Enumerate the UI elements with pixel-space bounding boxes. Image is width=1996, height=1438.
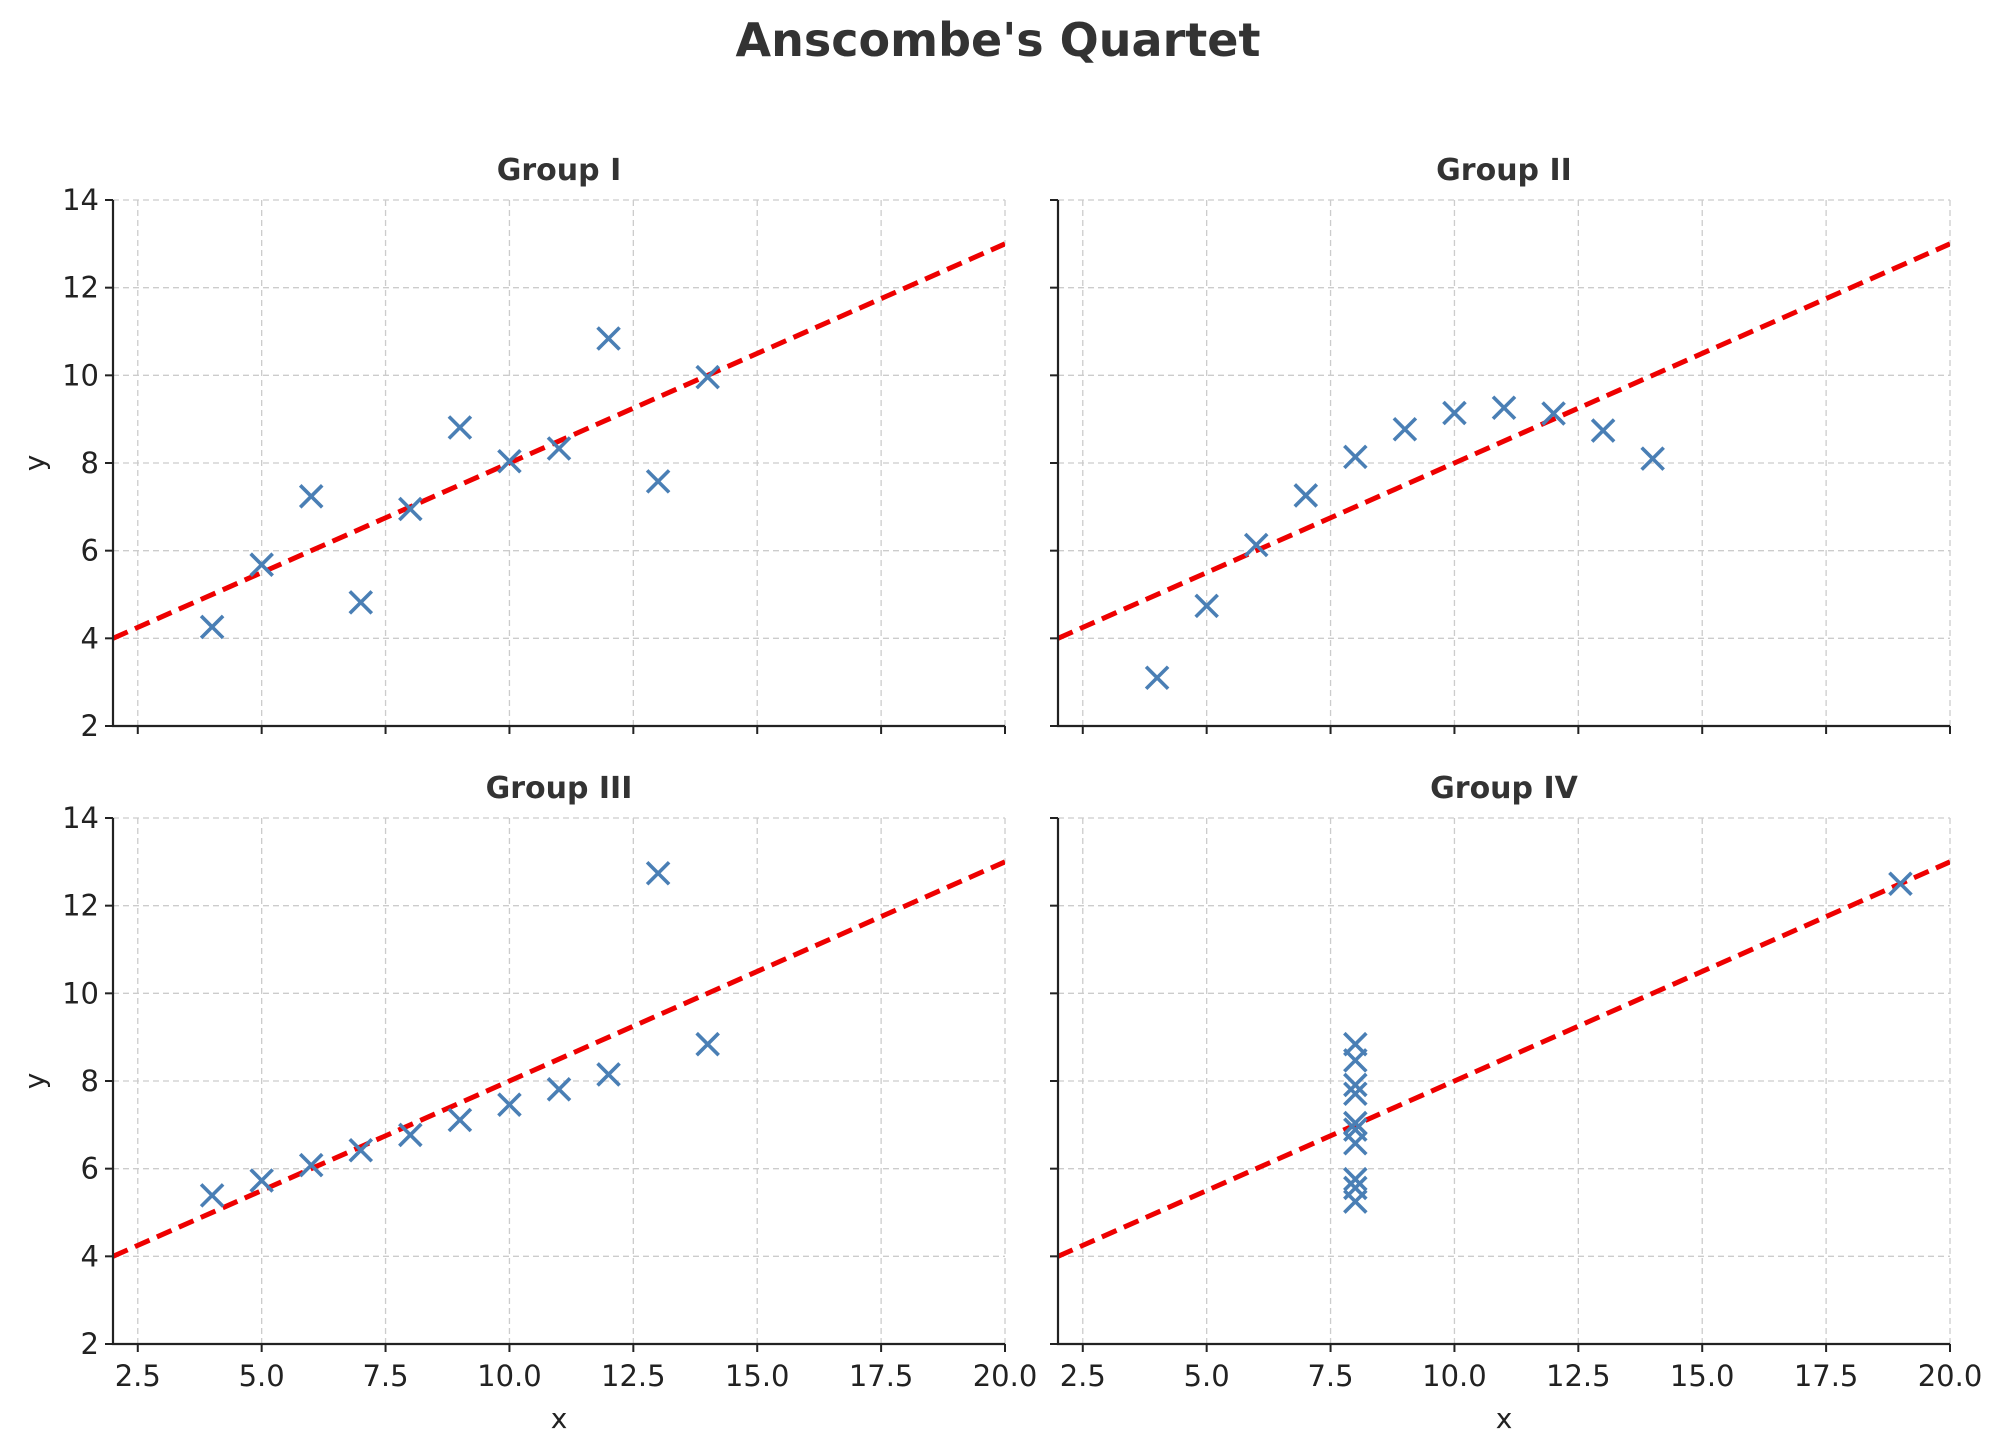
panel-3-grid (113, 817, 1006, 1345)
panel-2-point-0 (1442, 400, 1467, 426)
panel-3-point-6 (298, 1152, 324, 1178)
panel-2-title: Group II (1436, 153, 1572, 188)
panel-3-points (199, 860, 720, 1208)
panel-4-xtick-label-2: 7.5 (1307, 1359, 1353, 1393)
panel-3-ylabel: y (18, 1073, 51, 1090)
panel-3-xtick-label-3: 10.0 (477, 1359, 542, 1393)
panel-3-xtick-label-4: 12.5 (601, 1359, 666, 1393)
panel-1: 2 4 6 8 10 12 14 y Group I (18, 153, 1006, 743)
panel-3-point-3 (447, 1107, 473, 1133)
panel-1-point-3 (447, 415, 473, 440)
panel-1-point-0 (497, 448, 522, 474)
panel-4-point-1 (1343, 1166, 1368, 1192)
panel-2-point-2 (1590, 418, 1616, 443)
panel-4-xlabel: x (1496, 1402, 1513, 1435)
panel-3-ytick-label-4: 10 (62, 976, 99, 1010)
panel-4-xtick-label-0: 2.5 (1060, 1359, 1106, 1393)
panel-2-point-4 (1491, 395, 1517, 421)
panel-4-point-5 (1343, 1110, 1368, 1136)
panel-1-grid (113, 199, 1006, 727)
figure-title: Anscombe's Quartet (736, 13, 1261, 67)
panel-2-point-10 (1194, 593, 1219, 619)
panel-1-point-9 (348, 590, 374, 615)
panel-3-point-8 (596, 1062, 621, 1087)
panel-4: 2.5 5.0 7.5 10.0 12.5 15.0 17.5 20.0 x Group IV (1050, 771, 1982, 1435)
panel-1-ytick-label-6: 14 (62, 183, 99, 217)
panel-3-ytick-label-5: 12 (62, 889, 99, 923)
panel-4-xtick-label-4: 12.5 (1546, 1359, 1611, 1393)
panel-1-points (199, 326, 720, 640)
panel-3-ytick-label-3: 8 (81, 1064, 99, 1098)
panel-1-point-10 (249, 552, 274, 577)
panel-1-ytick-label-5: 12 (62, 271, 99, 305)
panel-4-point-2 (1343, 1081, 1368, 1106)
panel-3-ytick-label-2: 6 (81, 1152, 99, 1186)
panel-3-point-2 (645, 860, 671, 886)
panel-1-point-6 (298, 484, 324, 509)
panel-3-xtick-label-7: 20.0 (973, 1359, 1038, 1393)
panel-3-xtick-label-6: 17.5 (849, 1359, 914, 1393)
panel-1-point-8 (596, 326, 621, 351)
panel-3-xtick-label-0: 2.5 (115, 1359, 161, 1393)
panel-2-fit-line (1058, 241, 1950, 641)
panel-4-xtick-label-1: 5.0 (1184, 1359, 1230, 1393)
panel-2: Group II (1050, 153, 1951, 734)
panel-1-ytick-label-2: 6 (81, 534, 99, 568)
panel-3-fit-line (113, 859, 1005, 1259)
panel-3-title: Group III (486, 771, 633, 806)
panel-2-grid (1058, 199, 1951, 727)
panel-2-point-3 (1392, 416, 1418, 442)
panel-4-point-9 (1343, 1072, 1368, 1098)
panel-3-xtick-label-2: 7.5 (362, 1359, 408, 1393)
panel-2-point-9 (1293, 483, 1319, 508)
panel-4-fit-line (1058, 859, 1950, 1259)
panel-4-point-7 (1888, 871, 1913, 897)
panel-1-ylabel: y (18, 455, 51, 472)
panel-4-title: Group IV (1430, 771, 1578, 806)
panel-3-xtick-label-1: 5.0 (239, 1359, 285, 1393)
panel-3-point-1 (398, 1122, 423, 1148)
panel-1-point-4 (546, 436, 572, 461)
panel-3-ytick-label-6: 14 (62, 801, 99, 835)
panel-1-ytick-label-4: 10 (62, 358, 99, 392)
panel-3-point-9 (348, 1137, 374, 1163)
panel-4-xtick-label-5: 15.0 (1670, 1359, 1735, 1393)
panel-1-ytick-label-0: 2 (81, 709, 99, 743)
panel-3-ytick-label-0: 2 (81, 1327, 99, 1361)
panel-2-point-1 (1343, 444, 1368, 470)
panel-1-ytick-label-1: 4 (81, 621, 99, 655)
panel-3-xtick-label-5: 15.0 (725, 1359, 790, 1393)
panels-container: 2 4 6 8 10 12 14 y Group I Group II 2 4 6 8 10 12 14 y 2.5… (18, 153, 1982, 1435)
panel-4-point-8 (1343, 1175, 1368, 1201)
panel-2-point-5 (1640, 446, 1665, 471)
panel-3-point-7 (199, 1183, 225, 1208)
panel-4-xtick-label-7: 20.0 (1918, 1359, 1983, 1393)
panel-1-point-5 (695, 364, 720, 390)
panel-1-point-2 (645, 469, 671, 494)
panel-3-point-0 (497, 1092, 522, 1117)
panel-4-points (1343, 871, 1913, 1214)
panel-1-point-7 (199, 614, 225, 640)
panel-1-title: Group I (497, 153, 621, 188)
panel-3-xlabel: x (551, 1402, 568, 1435)
panel-3-ytick-label-1: 4 (81, 1239, 99, 1273)
panel-1-point-1 (398, 496, 423, 522)
panel-4-point-10 (1343, 1117, 1368, 1142)
panel-1-fit-line (113, 241, 1005, 641)
panel-2-points (1144, 395, 1665, 691)
panel-2-point-8 (1541, 401, 1566, 426)
panel-3-point-10 (249, 1168, 274, 1193)
panel-4-xtick-label-3: 10.0 (1422, 1359, 1487, 1393)
panel-4-grid (1058, 817, 1951, 1345)
panel-1-ytick-label-3: 8 (81, 446, 99, 480)
panel-2-point-6 (1243, 532, 1269, 558)
panel-3: 2 4 6 8 10 12 14 y 2.5 5.0 7.5 10.0 12.5 15.0 17.5 20.0… (18, 771, 1037, 1435)
panel-3-point-4 (546, 1077, 572, 1102)
panel-4-xtick-label-6: 17.5 (1794, 1359, 1859, 1393)
panel-3-point-5 (695, 1031, 720, 1057)
panel-2-point-7 (1144, 665, 1170, 691)
panel-4-point-4 (1343, 1048, 1368, 1073)
